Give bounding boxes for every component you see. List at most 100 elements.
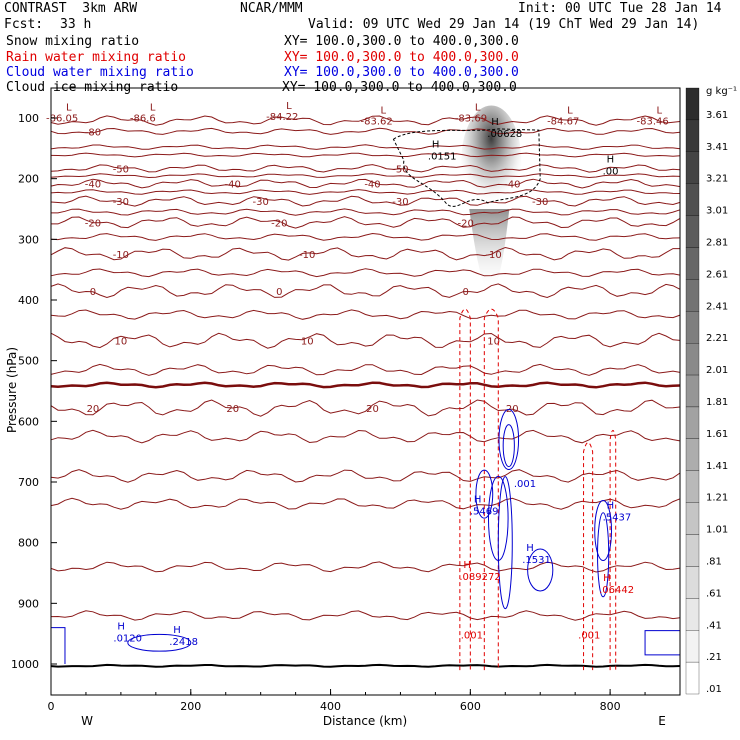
y-tick-label: 1000 (11, 658, 39, 671)
colorbar-swatch (685, 151, 700, 184)
isotherm-line (50, 561, 681, 573)
isotherm-label: -10 (299, 250, 315, 261)
colorbar-swatch (685, 247, 700, 280)
colorbar-swatch (685, 119, 700, 152)
valid-time: Valid: 09 UTC Wed 29 Jan 14 (19 ChT Wed … (308, 17, 700, 32)
colorbar-swatch (685, 438, 700, 471)
isotherm-line (50, 399, 681, 417)
isotherm-line (50, 189, 681, 195)
x-tick-label: 600 (460, 700, 481, 713)
isotherm-label: -80 (85, 127, 101, 138)
isotherm-label: 0 (462, 287, 468, 298)
isotherm-label: -20 (458, 218, 474, 229)
maximum-marker: H (526, 543, 534, 554)
colorbar-swatch (685, 630, 700, 663)
maximum-value: .1531 (522, 555, 551, 566)
freezing-level-line (50, 381, 681, 389)
isotherm-label: -20 (271, 218, 287, 229)
rain-water-contour (609, 429, 617, 671)
minimum-value: -84.67 (547, 116, 579, 127)
isotherm-line (50, 268, 681, 278)
y-tick-label: 100 (18, 112, 39, 125)
colorbar-label: 1.41 (706, 461, 728, 472)
colorbar-swatch (685, 470, 700, 503)
x-axis-title: Distance (km) (323, 714, 407, 728)
cloud-water-contour (497, 476, 513, 610)
isotherm-label: -40 (504, 180, 520, 191)
colorbar-label: 2.01 (706, 365, 728, 376)
center-title: NCAR/MMM (240, 1, 303, 16)
colorbar-swatch (685, 566, 700, 599)
isotherm-label: -30 (392, 197, 408, 208)
maximum-value: .0151 (428, 151, 457, 162)
maximum-marker: H (117, 622, 125, 633)
maximum-value: .00 (603, 167, 619, 178)
isotherm-line (50, 469, 681, 483)
colorbar-label: 2.21 (706, 333, 728, 344)
maximum-value: .5469 (470, 506, 499, 517)
y-tick-label: 500 (18, 355, 39, 368)
maximum-value: .2418 (169, 637, 198, 648)
minimum-marker: L (150, 102, 156, 113)
minimum-marker: L (475, 102, 481, 113)
maximum-marker: H (432, 139, 440, 150)
fcst-value: 33 h (60, 17, 92, 32)
isotherm-label: -10 (485, 250, 501, 261)
maximum-value: .001 (578, 631, 600, 642)
colorbar-label: 1.81 (706, 397, 728, 408)
colorbar-label: 3.41 (706, 142, 728, 153)
maximum-marker: H (607, 155, 615, 166)
isotherm-label: 0 (90, 287, 96, 298)
isotherm-line (51, 208, 681, 216)
maximum-value: .0120 (113, 634, 142, 645)
y-axis-title: Pressure (hPa) (5, 347, 19, 433)
isotherm-label: -30 (252, 197, 268, 208)
x-tick-label: 400 (320, 700, 341, 713)
isotherm-label: -50 (113, 164, 129, 175)
cloud-water-contour (502, 424, 515, 468)
colorbar-swatch (685, 502, 700, 535)
isotherm-line (50, 363, 681, 376)
rain-water-contour (483, 308, 499, 671)
isotherm-line (50, 115, 681, 126)
isotherm-label: -30 (532, 197, 548, 208)
colorbar-swatch (685, 279, 700, 312)
isotherm-label: -10 (113, 250, 129, 261)
x-tick-label: 800 (600, 700, 621, 713)
isotherm-line (50, 610, 681, 621)
maximum-marker: H (463, 560, 471, 571)
snow-tail (469, 209, 510, 292)
isotherm-label: 20 (506, 404, 519, 415)
maximum-marker: H (173, 625, 181, 636)
isotherm-label: 20 (87, 404, 100, 415)
colorbar-label: 1.21 (706, 493, 728, 504)
east-label: E (658, 714, 666, 728)
colorbar-label: .21 (706, 652, 722, 663)
maximum-value: .06442 (599, 585, 634, 596)
isotherm-line (50, 283, 681, 299)
colorbar-swatch (685, 598, 700, 631)
colorbar-swatch (685, 661, 700, 695)
isotherm-label: 10 (301, 337, 314, 348)
isotherm-line (50, 173, 681, 179)
field-xy-snow: XY= 100.0,300.0 to 400.0,300.0 (284, 34, 519, 49)
isotherm-label: 20 (366, 404, 379, 415)
isotherm-label: -40 (85, 180, 101, 191)
isotherm-label: 10 (115, 337, 128, 348)
minimum-marker: L (567, 105, 573, 116)
colorbar-label: 2.61 (706, 269, 728, 280)
isotherm-label: 20 (226, 404, 239, 415)
isotherm-label: -40 (364, 180, 380, 191)
isotherm-label: 10 (487, 337, 500, 348)
maximum-value: .089272 (459, 572, 500, 583)
maximum-marker: H (474, 494, 482, 505)
maximum-value: .00628 (487, 129, 522, 140)
model-title: CONTRAST 3km ARW (4, 1, 138, 16)
colorbar-label: 3.21 (706, 174, 728, 185)
y-tick-label: 700 (18, 476, 39, 489)
cloud-water-contour (597, 512, 610, 598)
isotherm-label: -20 (85, 218, 101, 229)
isotherm-line (51, 216, 681, 229)
isotherm-label: -30 (113, 197, 129, 208)
maximum-value: .001 (514, 479, 536, 490)
